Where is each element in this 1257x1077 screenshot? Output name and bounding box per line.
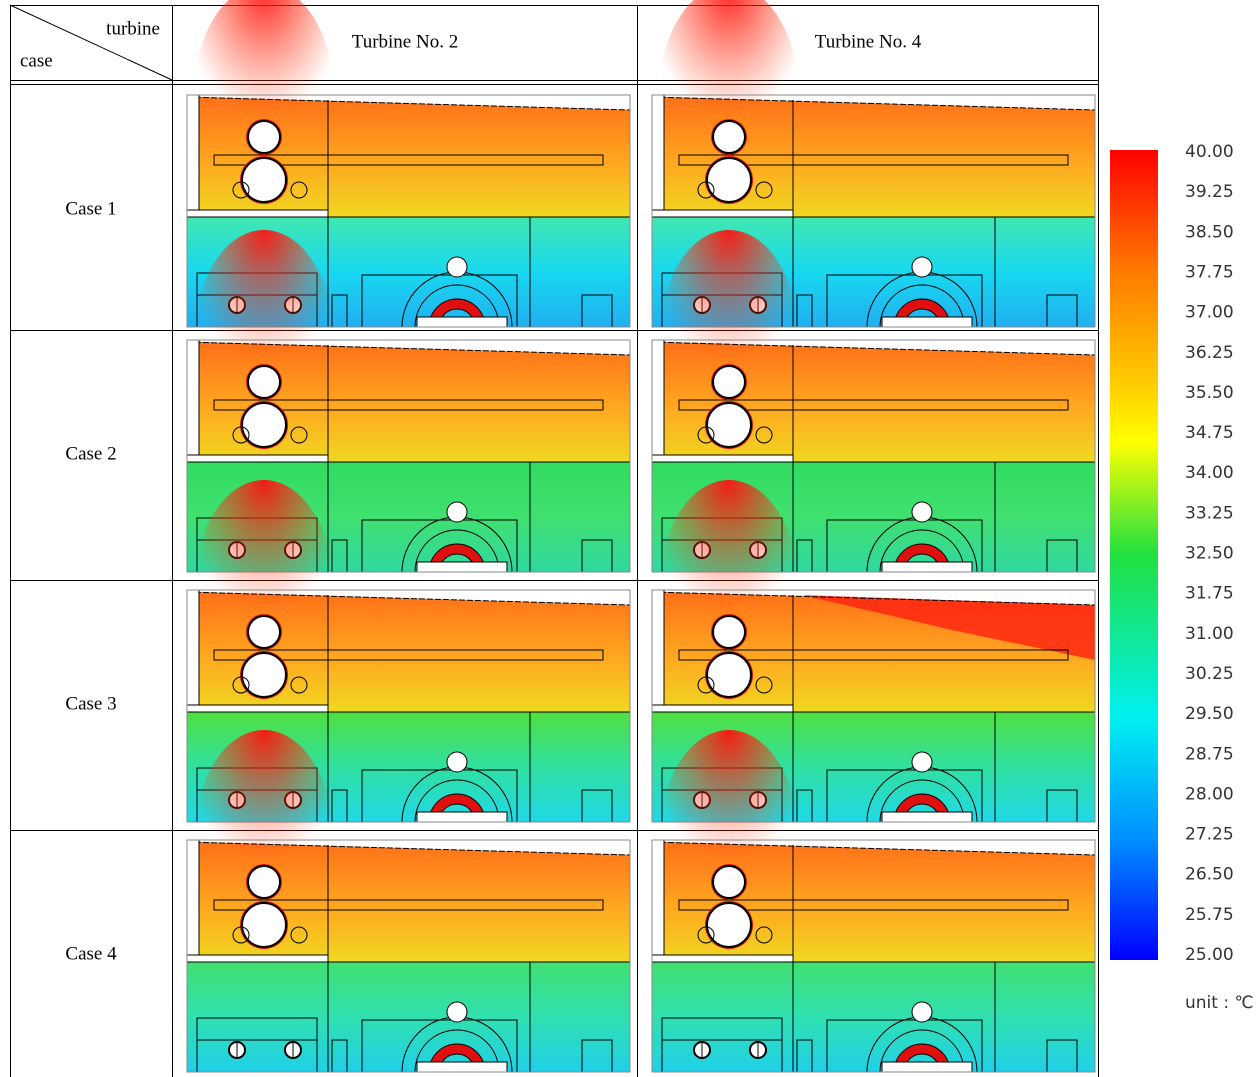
colorbar-tick-label: 28.75: [1185, 744, 1234, 764]
pipe: [447, 502, 467, 522]
pipe: [242, 403, 286, 447]
wall: [652, 340, 664, 462]
corner-top: turbine: [106, 18, 160, 39]
pipe: [242, 903, 286, 947]
shelf: [187, 705, 328, 712]
pipe: [912, 752, 932, 772]
pipe: [713, 121, 745, 153]
pipe: [912, 257, 932, 277]
pipe: [248, 366, 280, 398]
colorbar-tick-label: 38.50: [1185, 222, 1234, 242]
colorbar-tick-label: 35.50: [1185, 383, 1234, 403]
pipe: [713, 366, 745, 398]
wall: [187, 840, 199, 962]
cool-region: [652, 962, 1095, 1072]
pipe: [912, 1002, 932, 1022]
row-header: Case 1: [65, 198, 116, 219]
shelf: [652, 455, 793, 462]
base: [882, 562, 972, 572]
base: [417, 812, 507, 822]
colorbar: [1110, 150, 1158, 960]
colorbar-tick-label: 40.00: [1185, 142, 1234, 162]
unit-label: unit : ℃: [1185, 993, 1254, 1013]
pipe: [447, 1002, 467, 1022]
pipe: [248, 866, 280, 898]
colorbar-tick-label: 33.25: [1185, 503, 1234, 523]
pipe: [447, 257, 467, 277]
wall: [652, 590, 664, 712]
pipe: [242, 158, 286, 202]
pipe: [248, 121, 280, 153]
base: [417, 317, 507, 327]
colorbar-tick-label: 28.00: [1185, 784, 1234, 804]
colorbar-tick-label: 30.25: [1185, 664, 1234, 684]
pipe: [707, 403, 751, 447]
corner-bottom: case: [20, 50, 53, 71]
colorbar-tick-label: 37.00: [1185, 303, 1234, 323]
base: [882, 812, 972, 822]
shelf: [652, 705, 793, 712]
base: [882, 317, 972, 327]
shelf: [187, 955, 328, 962]
colorbar-tick-label: 34.75: [1185, 423, 1234, 443]
colorbar-tick-label: 34.00: [1185, 463, 1234, 483]
cool-region: [187, 962, 630, 1072]
colorbar-tick-label: 25.75: [1185, 905, 1234, 925]
colorbar-tick-label: 36.25: [1185, 343, 1234, 363]
pipe: [707, 903, 751, 947]
colorbar-tick-label: 31.00: [1185, 624, 1234, 644]
pipe: [447, 752, 467, 772]
shelf: [187, 210, 328, 217]
pipe: [912, 502, 932, 522]
row-header: Case 4: [65, 943, 117, 964]
wall: [652, 95, 664, 217]
colorbar-tick-label: 25.00: [1185, 945, 1234, 965]
pipe: [707, 158, 751, 202]
colorbar-tick-label: 29.50: [1185, 704, 1234, 724]
shelf: [652, 210, 793, 217]
pipe: [707, 653, 751, 697]
shelf: [187, 455, 328, 462]
wall: [187, 95, 199, 217]
wall: [187, 590, 199, 712]
row-header: Case 2: [65, 443, 116, 464]
base: [882, 1062, 972, 1072]
base: [417, 1062, 507, 1072]
pipe: [713, 866, 745, 898]
colorbar-tick-label: 37.75: [1185, 262, 1234, 282]
base: [417, 562, 507, 572]
colorbar-tick-label: 32.50: [1185, 544, 1234, 564]
wall: [652, 840, 664, 962]
wall: [187, 340, 199, 462]
pipe: [713, 616, 745, 648]
column-header: Turbine No. 4: [815, 31, 922, 52]
shelf: [652, 955, 793, 962]
row-header: Case 3: [65, 693, 116, 714]
column-header: Turbine No. 2: [352, 31, 458, 52]
colorbar-tick-label: 26.50: [1185, 865, 1234, 885]
colorbar-tick-label: 31.75: [1185, 584, 1234, 604]
colorbar-tick-label: 39.25: [1185, 182, 1234, 202]
pipe: [242, 653, 286, 697]
pipe: [248, 616, 280, 648]
figure: turbine case Turbine No. 2 Turbine No. 4…: [0, 0, 1257, 1077]
colorbar-tick-label: 27.25: [1185, 825, 1234, 845]
